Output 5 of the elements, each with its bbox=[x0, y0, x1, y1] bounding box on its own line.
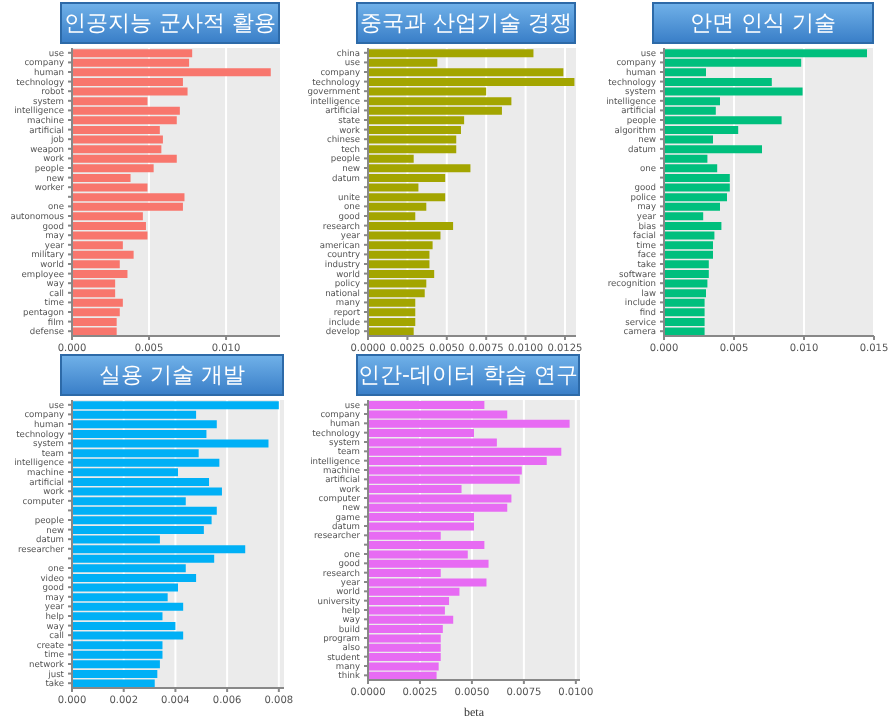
chart-title: 안면 인식 기술 bbox=[652, 2, 874, 44]
chart-title: 인공지능 군사적 활용 bbox=[60, 2, 280, 44]
chart-title: 인간-데이터 학습 연구 bbox=[356, 354, 580, 396]
chart-title: 중국과 산업기술 경쟁 bbox=[356, 2, 576, 44]
chart-title: 실용 기술 개발 bbox=[60, 354, 284, 396]
